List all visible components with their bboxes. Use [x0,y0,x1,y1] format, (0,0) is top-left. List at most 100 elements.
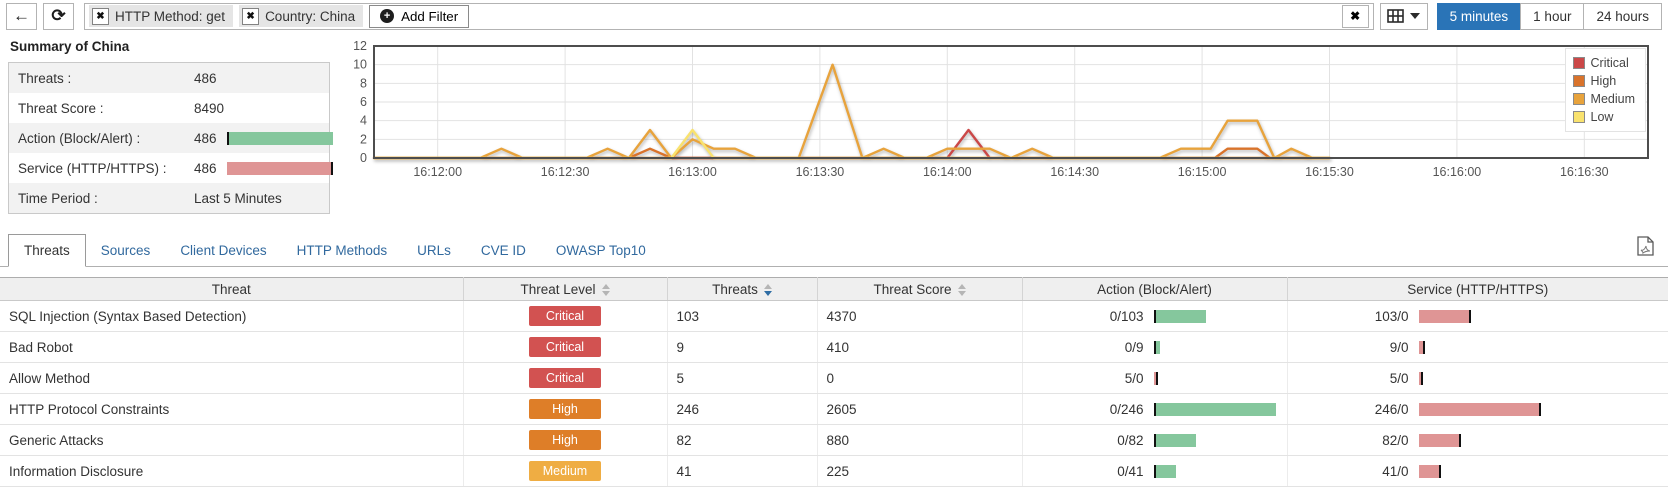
service-cell: 82/0 [1287,424,1668,456]
bar-tick [1422,340,1425,354]
y-axis-tick-label: 10 [353,58,367,72]
column-header-threat[interactable]: Threat Level [463,277,668,301]
clear-filters-button[interactable]: ✖ [1341,4,1369,28]
remove-filter-icon[interactable]: ✖ [242,7,260,25]
threat-name-cell: Information Disclosure [0,455,464,487]
threat-score-cell: 4370 [817,300,1023,332]
http-bar [1418,371,1421,385]
threat-level-cell: High [463,424,668,456]
bar-tick [1438,464,1441,478]
threat-level-cell: Critical [463,362,668,394]
legend-item: Critical [1572,54,1635,72]
bar [1153,340,1160,354]
summary-value: 486 [194,160,217,176]
x-axis-tick-label: 16:14:00 [923,165,972,179]
time-range-5-minutes[interactable]: 5 minutes [1436,2,1522,30]
alert-bar [1155,340,1160,354]
filter-bar[interactable]: ✖ HTTP Method: get ✖ Country: China + Add F… [84,2,1374,30]
threat-score-cell: 410 [817,331,1023,363]
filter-chip-label: HTTP Method: get [115,8,226,24]
bar [1153,371,1158,385]
tab-http-methods[interactable]: HTTP Methods [296,243,388,258]
action-cell: 5/0 [1022,362,1288,394]
bar-tick [1539,402,1542,416]
tab-owasp-top10[interactable]: OWASP Top10 [555,243,646,258]
table-view-icon [1387,9,1404,23]
filter-chips: ✖ HTTP Method: get ✖ Country: China [89,5,364,27]
http-bar [1418,402,1540,416]
column-header-threats[interactable]: Threats [667,277,818,301]
legend-swatch [1572,57,1585,69]
value-with-bar: 103/0 [1297,309,1660,324]
bar [1418,340,1425,354]
refresh-button[interactable]: ⟳ [43,2,74,30]
remove-filter-icon[interactable]: ✖ [92,7,109,25]
sort-icon [601,283,610,296]
threat-level-badge: Critical [529,368,601,388]
summary-bar [226,161,334,175]
legend-item: Low [1572,108,1635,126]
summary-label: Time Period : [18,190,98,206]
table-row[interactable]: Generic Attacks High 82 880 0/82 82/0 [0,424,1668,456]
legend-label: Medium [1590,92,1635,106]
chart-legend: Critical High Medium Low [1564,48,1646,132]
value-with-bar: 0/82 [1032,433,1278,448]
add-filter-button[interactable]: + Add Filter [369,4,470,28]
table-row[interactable]: Bad Robot Critical 9 410 0/9 9/0 [0,331,1668,363]
x-axis-tick-label: 16:13:00 [668,165,717,179]
column-header-service: Service (HTTP/HTTPS) [1287,277,1668,301]
value-with-bar: 0/41 [1032,464,1278,479]
column-header-label: Threat Level [520,281,596,297]
bar-value: 0/82 [1117,432,1144,448]
table-row[interactable]: HTTP Protocol Constraints High 246 2605 0/24… [0,393,1668,425]
column-header-label: Threat [211,281,251,297]
bar [1418,402,1542,416]
bar-tick [1468,309,1471,323]
time-range-1-hour[interactable]: 1 hour [1520,2,1585,30]
legend-label: Low [1590,110,1614,124]
column-header-threat[interactable]: Threat Score [817,277,1023,301]
chevron-down-icon [1410,13,1421,19]
bar-tick [226,131,229,145]
bar [1153,433,1196,447]
tab-client-devices[interactable]: Client Devices [180,243,267,258]
time-range-24-hours[interactable]: 24 hours [1583,2,1662,30]
table-row[interactable]: Allow Method Critical 5 0 5/0 5/0 [0,362,1668,394]
bar-value: 0/246 [1109,401,1144,417]
service-cell: 246/0 [1287,393,1668,425]
legend-item: Medium [1572,90,1635,108]
bar-tick [331,161,334,175]
x-axis-tick-label: 16:13:30 [796,165,845,179]
view-type-dropdown[interactable] [1379,2,1428,30]
tab-cve-id[interactable]: CVE ID [480,243,526,258]
tab-urls[interactable]: URLs [417,243,451,258]
summary-row: Threats : 486 [9,63,329,93]
threat-level-badge: Critical [529,306,601,326]
pdf-file-icon [1637,236,1654,256]
y-axis-tick-label: 0 [360,151,367,165]
tab-threats[interactable]: Threats [8,234,86,267]
x-axis-tick-label: 16:15:00 [1178,165,1227,179]
table-row[interactable]: Information Disclosure Medium 41 225 0/41 41/… [0,455,1668,487]
threats-count-cell: 103 [667,300,818,332]
back-button[interactable]: ← [6,2,37,30]
threats-count-cell: 82 [667,424,818,456]
action-cell: 0/41 [1022,455,1288,487]
threat-level-badge: Medium [529,461,601,481]
tab-sources[interactable]: Sources [100,243,151,258]
http-bar [1418,309,1469,323]
x-axis-tick-label: 16:15:30 [1305,165,1354,179]
threat-level-cell: High [463,393,668,425]
bar-value: 103/0 [1374,308,1409,324]
alert-bar [1155,433,1196,447]
bar-segment-right [228,131,334,145]
export-pdf-button[interactable] [1637,236,1654,259]
service-cell: 9/0 [1287,331,1668,363]
column-header-label: Service (HTTP/HTTPS) [1407,281,1549,297]
bar [1418,464,1441,478]
filter-chip: ✖ HTTP Method: get [89,5,234,27]
table-row[interactable]: SQL Injection (Syntax Based Detection) Cr… [0,300,1668,332]
alert-bar [1155,309,1206,323]
threat-score-cell: 225 [817,455,1023,487]
threat-score-cell: 2605 [817,393,1023,425]
